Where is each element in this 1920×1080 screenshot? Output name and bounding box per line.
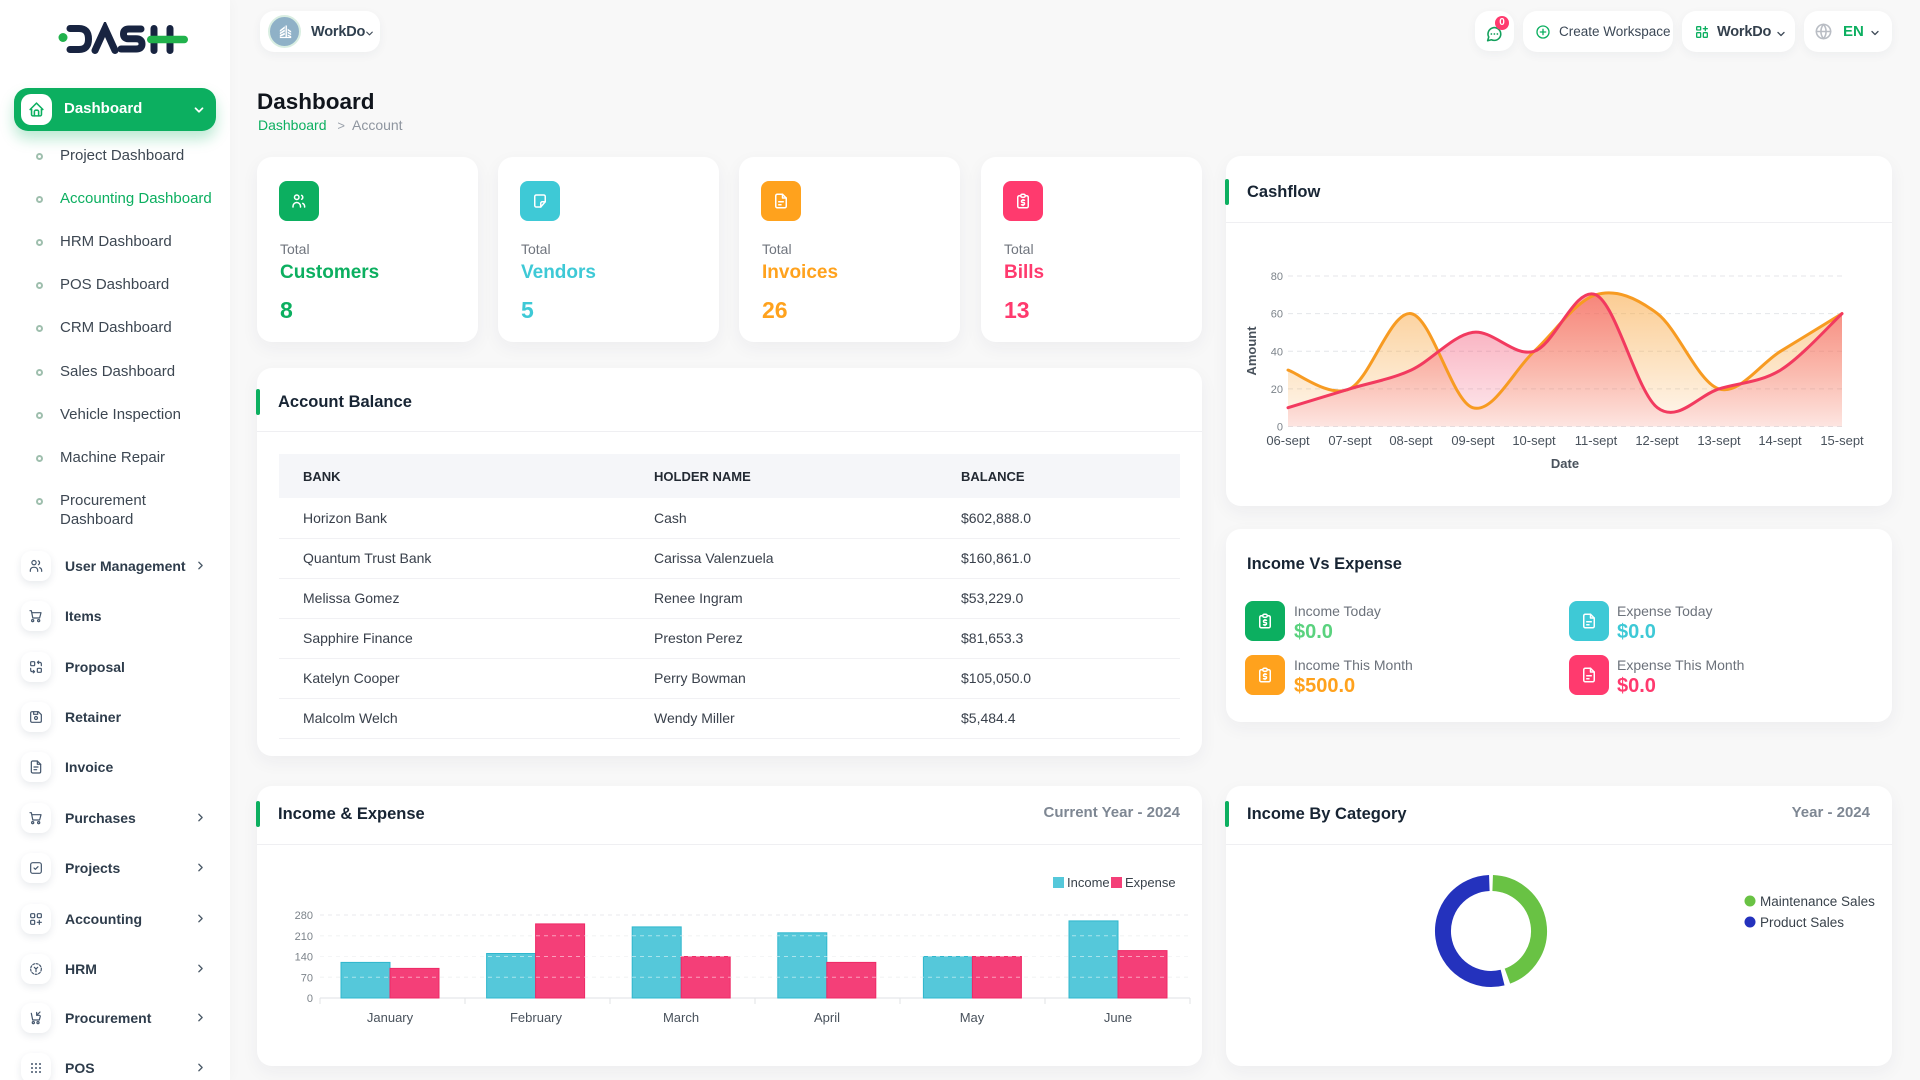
svg-text:April: April <box>814 1010 840 1025</box>
svg-text:May: May <box>960 1010 985 1025</box>
svg-text:210: 210 <box>295 931 313 943</box>
svg-text:11-sept: 11-sept <box>1575 433 1618 448</box>
svg-text:09-sept: 09-sept <box>1451 433 1495 448</box>
svg-text:08-sept: 08-sept <box>1389 433 1433 448</box>
svg-text:February: February <box>510 1010 563 1025</box>
svg-text:January: January <box>367 1010 414 1025</box>
svg-text:0: 0 <box>307 993 313 1005</box>
svg-text:140: 140 <box>295 952 313 964</box>
svg-text:Income: Income <box>1067 875 1110 890</box>
svg-text:80: 80 <box>1271 271 1283 283</box>
svg-text:14-sept: 14-sept <box>1758 433 1802 448</box>
svg-text:70: 70 <box>301 972 313 984</box>
svg-text:280: 280 <box>295 910 313 922</box>
svg-text:Maintenance Sales: Maintenance Sales <box>1760 894 1875 909</box>
svg-text:Expense: Expense <box>1125 875 1176 890</box>
svg-text:07-sept: 07-sept <box>1328 433 1372 448</box>
svg-text:40: 40 <box>1271 346 1283 358</box>
svg-text:06-sept: 06-sept <box>1266 433 1310 448</box>
svg-text:0: 0 <box>1277 422 1283 434</box>
svg-text:Product Sales: Product Sales <box>1760 915 1844 930</box>
svg-text:12-sept: 12-sept <box>1635 433 1679 448</box>
svg-text:Amount: Amount <box>1244 326 1259 376</box>
svg-text:15-sept: 15-sept <box>1820 433 1864 448</box>
svg-text:Date: Date <box>1551 456 1579 471</box>
svg-text:10-sept: 10-sept <box>1512 433 1556 448</box>
svg-text:June: June <box>1104 1010 1132 1025</box>
svg-text:March: March <box>663 1010 699 1025</box>
svg-text:20: 20 <box>1271 384 1283 396</box>
svg-text:13-sept: 13-sept <box>1697 433 1741 448</box>
svg-text:60: 60 <box>1271 309 1283 321</box>
